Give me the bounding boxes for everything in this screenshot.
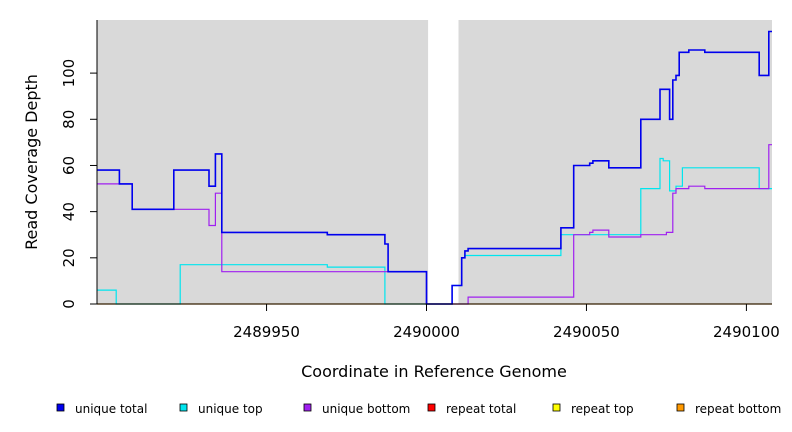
legend-swatch-repeat-top	[552, 403, 561, 412]
legend-label-unique-top: unique top	[198, 402, 263, 416]
y-tick-label: 40	[60, 202, 78, 221]
y-tick-label: 80	[60, 110, 78, 129]
x-tick-label: 2490050	[553, 323, 620, 341]
x-axis-ticks: 2489950 2490000 2490050 2490100	[233, 304, 780, 341]
series-line-unique-total	[97, 30, 772, 305]
legend-label-repeat-bottom: repeat bottom	[695, 402, 781, 416]
legend: unique total unique top unique bottom repea…	[56, 402, 781, 416]
y-tick-label: 20	[60, 248, 78, 267]
legend-label-repeat-total: repeat total	[446, 402, 516, 416]
legend-swatch-unique-total	[56, 403, 65, 412]
y-tick-label: 100	[60, 59, 78, 88]
series-line-unique-bottom	[97, 144, 772, 305]
legend-label-unique-total: unique total	[75, 402, 147, 416]
legend-label-repeat-top: repeat top	[571, 402, 634, 416]
x-tick-label: 2490000	[393, 323, 460, 341]
y-axis-ticks: 0 20 40 60 80 100	[60, 59, 97, 309]
legend-swatch-repeat-total	[427, 403, 436, 412]
x-axis-title: Coordinate in Reference Genome	[301, 362, 567, 381]
y-tick-label: 0	[60, 299, 78, 309]
x-tick-label: 2490100	[713, 323, 780, 341]
y-tick-label: 60	[60, 156, 78, 175]
legend-swatch-unique-bottom	[303, 403, 312, 412]
gap-region	[428, 20, 459, 304]
legend-swatch-repeat-bottom	[676, 403, 685, 412]
legend-swatch-unique-top	[179, 403, 188, 412]
x-tick-label: 2489950	[233, 323, 300, 341]
y-axis-title: Read Coverage Depth	[22, 74, 41, 250]
legend-label-unique-bottom: unique bottom	[322, 402, 410, 416]
